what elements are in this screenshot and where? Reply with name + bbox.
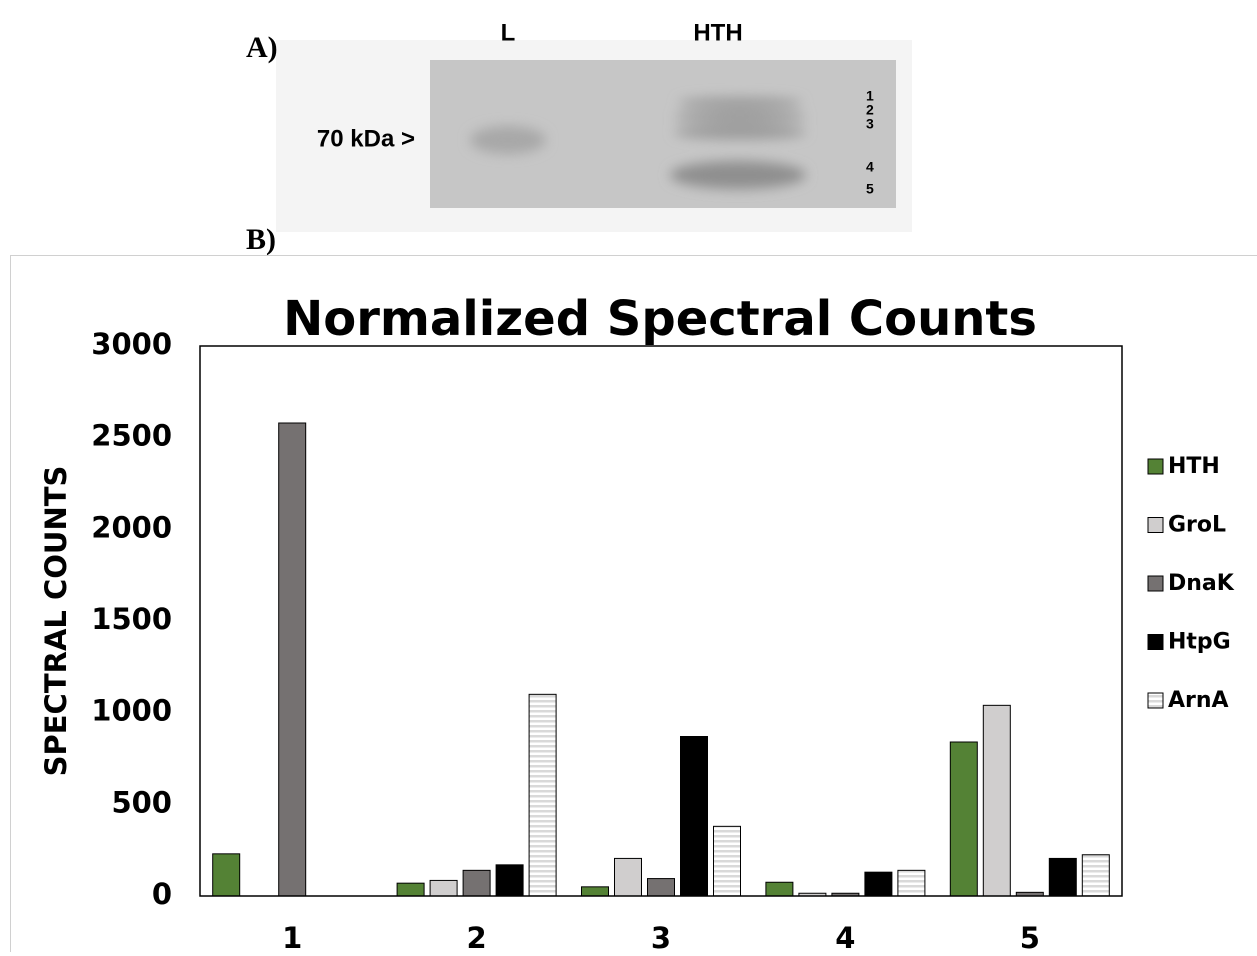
legend-swatch [1148,459,1163,474]
band-label: 3 [866,116,874,132]
chart-title: Normalized Spectral Counts [283,291,1037,347]
bar [714,826,741,896]
bar [983,705,1010,896]
bar [615,858,642,896]
legend-label: HtpG [1168,630,1231,655]
legend-swatch [1148,635,1163,650]
bar [1049,858,1076,896]
x-tick-label: 5 [1020,921,1040,952]
bar [681,737,708,897]
legend-label: ArnA [1168,688,1229,713]
y-tick-label: 3000 [91,327,172,361]
x-tick-label: 3 [651,921,671,952]
bar [213,854,240,896]
bar [950,742,977,896]
bar [898,870,925,896]
y-tick-label: 2000 [91,510,172,544]
marker-label: 70 kDa > [317,125,415,152]
bar [529,694,556,896]
bar [279,423,306,896]
legend-label: DnaK [1168,571,1235,596]
bar [430,880,457,896]
bar [496,865,523,896]
y-tick-label: 500 [111,785,172,819]
figure: A) B) L HTH 70 kDa > 1 2 3 4 5 Normalize… [0,0,1257,952]
x-tick-label: 1 [282,921,302,952]
legend-swatch [1148,518,1163,533]
legend-label: GroL [1168,513,1226,538]
lane-label: L [501,19,516,46]
panel-label: A) [246,31,278,64]
bar [582,887,609,896]
legend-label: HTH [1168,454,1220,479]
y-tick-label: 1500 [91,602,172,636]
bar [865,872,892,896]
legend-swatch [1148,693,1163,708]
lane-label: HTH [693,19,742,46]
legend-swatch [1148,576,1163,591]
y-axis-title: SPECTRAL COUNTS [39,466,73,777]
y-tick-label: 0 [152,877,172,911]
bar [397,883,424,896]
bar [766,882,793,896]
panel-label: B) [246,223,276,256]
y-tick-label: 1000 [91,694,172,728]
page: A) B) L HTH 70 kDa > 1 2 3 4 5 Normalize… [0,0,1257,952]
y-tick-label: 2500 [91,419,172,453]
bar [648,879,675,896]
x-tick-label: 4 [835,921,855,952]
band-label: 5 [866,181,874,197]
x-tick-label: 2 [467,921,487,952]
bar [1082,855,1109,896]
band-label: 4 [866,159,874,175]
chart-frame [11,256,1257,953]
bar [463,870,490,896]
